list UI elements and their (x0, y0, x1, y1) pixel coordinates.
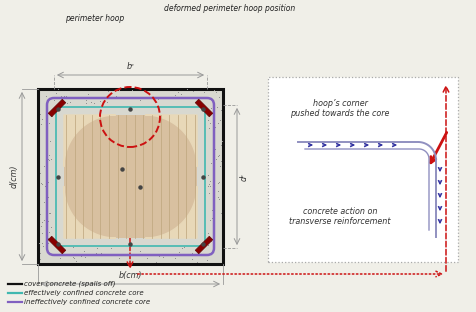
Polygon shape (145, 115, 197, 167)
Bar (48, 99, 66, 117)
Polygon shape (64, 115, 115, 167)
Bar (64, 115, 197, 238)
Bar (38, 89, 223, 264)
Text: d(cm): d(cm) (10, 165, 19, 188)
Text: dᶜ: dᶜ (239, 173, 248, 181)
Bar (268, 77, 457, 262)
Text: cover concrete (spalls off): cover concrete (spalls off) (24, 281, 115, 287)
Text: perimeter hoop: perimeter hoop (65, 14, 124, 23)
Bar (195, 99, 212, 117)
Text: b(cm): b(cm) (119, 271, 142, 280)
Text: deformed perimeter hoop position: deformed perimeter hoop position (164, 4, 295, 13)
Text: concrete action on
transverse reinforcement: concrete action on transverse reinforcem… (289, 207, 390, 227)
Text: hoop’s corner
pushed towards the core: hoop’s corner pushed towards the core (290, 99, 389, 118)
Polygon shape (64, 186, 115, 238)
Text: bᶜ: bᶜ (126, 62, 134, 71)
Bar (195, 236, 212, 254)
Text: ineffectively confined concrete core: ineffectively confined concrete core (24, 299, 150, 305)
Text: effectively confined concrete core: effectively confined concrete core (24, 290, 143, 296)
Polygon shape (145, 186, 197, 238)
Bar (48, 236, 66, 254)
